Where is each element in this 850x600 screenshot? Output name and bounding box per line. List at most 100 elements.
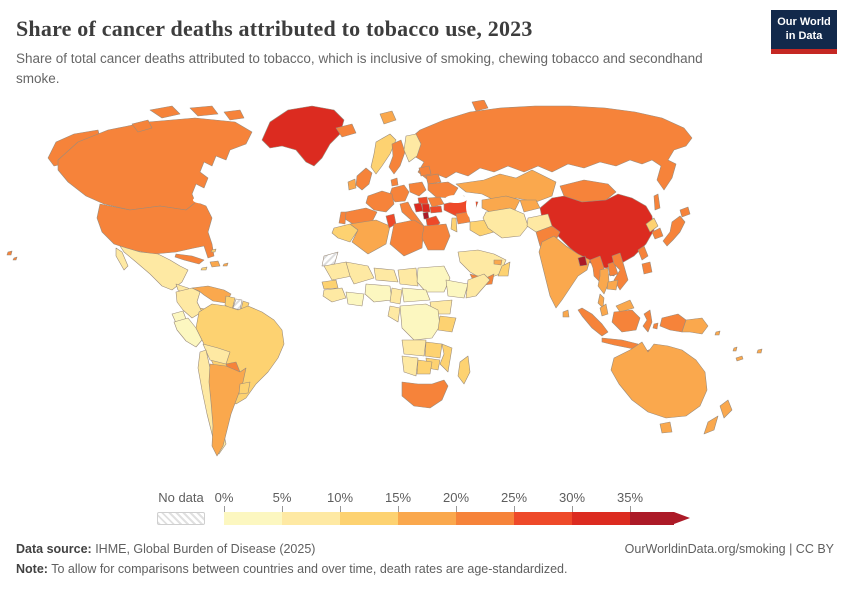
country-south-africa[interactable] xyxy=(401,379,449,409)
country-arctic-island-3[interactable] xyxy=(223,109,245,121)
country-libya[interactable] xyxy=(389,219,425,257)
country-poland[interactable] xyxy=(408,181,427,197)
country-jamaica[interactable] xyxy=(200,266,208,271)
legend-segment-25-30%[interactable] xyxy=(514,512,572,525)
legend-no-data-block[interactable]: No data xyxy=(150,490,212,525)
country-peru[interactable] xyxy=(173,317,203,348)
country-tasmania[interactable] xyxy=(659,421,673,434)
country-bahamas[interactable] xyxy=(210,248,217,253)
country-india[interactable] xyxy=(538,235,591,309)
country-south-korea[interactable] xyxy=(651,227,664,240)
legend-segment-5-10%[interactable] xyxy=(282,512,340,525)
country-ivory-coast-ghana[interactable] xyxy=(345,291,365,307)
country-uruguay[interactable] xyxy=(238,381,251,395)
country-malaysia-borneo[interactable] xyxy=(615,299,635,313)
legend-segment-35%+[interactable] xyxy=(630,512,674,525)
country-borneo[interactable] xyxy=(611,309,641,333)
country-norway[interactable] xyxy=(370,133,397,175)
country-new-zealand-north[interactable] xyxy=(719,399,733,419)
country-zambia[interactable] xyxy=(424,341,443,359)
country-oman[interactable] xyxy=(497,261,511,277)
country-new-zealand-south[interactable] xyxy=(703,415,719,435)
country-car-south-sudan[interactable] xyxy=(401,287,431,303)
country-uae[interactable] xyxy=(493,259,503,266)
country-sri-lanka[interactable] xyxy=(562,309,570,318)
country-drc[interactable] xyxy=(399,303,441,341)
country-arctic-island-4[interactable] xyxy=(131,119,153,133)
country-argentina[interactable] xyxy=(208,363,247,457)
country-arctic-island-2[interactable] xyxy=(189,105,219,117)
country-angola[interactable] xyxy=(401,339,427,357)
country-denmark[interactable] xyxy=(390,177,399,187)
country-somalia[interactable] xyxy=(465,273,491,299)
country-hawaii-2[interactable] xyxy=(12,256,18,261)
country-canada[interactable] xyxy=(57,117,253,211)
country-sudan[interactable] xyxy=(416,265,451,293)
country-kyrgyzstan-tajikistan[interactable] xyxy=(519,199,541,213)
world-map[interactable] xyxy=(0,100,850,490)
legend-segment-0-5%[interactable] xyxy=(224,512,282,525)
legend-segment-30-35%[interactable] xyxy=(572,512,630,525)
country-iran[interactable] xyxy=(482,207,529,239)
country-namibia[interactable] xyxy=(401,355,419,377)
country-niger[interactable] xyxy=(373,267,399,283)
country-arctic-island-1[interactable] xyxy=(149,105,181,119)
legend-segment-20-25%[interactable] xyxy=(456,512,514,525)
country-west-papua[interactable] xyxy=(659,313,687,333)
country-portugal[interactable] xyxy=(338,211,347,225)
country-cameroon[interactable] xyxy=(389,287,403,305)
country-senegal[interactable] xyxy=(321,279,339,290)
country-mali[interactable] xyxy=(345,261,375,285)
country-croatia-bosnia[interactable] xyxy=(413,202,424,213)
country-philippines-mindanao[interactable] xyxy=(641,261,653,275)
country-kazakhstan[interactable] xyxy=(455,169,557,203)
country-france[interactable] xyxy=(365,190,395,213)
country-vanuatu[interactable] xyxy=(732,346,738,352)
country-belarus[interactable] xyxy=(425,173,442,185)
country-nigeria[interactable] xyxy=(364,283,393,303)
legend-no-data-swatch[interactable] xyxy=(157,512,205,525)
country-albania-montenegro[interactable] xyxy=(422,211,430,220)
country-botswana[interactable] xyxy=(416,359,433,375)
country-papua-new-guinea[interactable] xyxy=(681,317,709,335)
country-madagascar[interactable] xyxy=(457,355,471,385)
country-novaya-zemlya[interactable] xyxy=(471,100,489,112)
country-malaysia[interactable] xyxy=(599,303,609,317)
country-egypt[interactable] xyxy=(421,223,451,251)
country-romania[interactable] xyxy=(427,196,445,208)
country-ireland[interactable] xyxy=(347,178,357,191)
country-mozambique[interactable] xyxy=(439,343,453,373)
country-uk[interactable] xyxy=(355,167,373,191)
country-sakhalin[interactable] xyxy=(653,193,661,211)
country-japan-honshu[interactable] xyxy=(662,215,686,247)
country-cambodia[interactable] xyxy=(606,279,619,291)
country-serbia[interactable] xyxy=(421,203,431,213)
country-usa[interactable] xyxy=(96,201,215,259)
country-iceland[interactable] xyxy=(335,123,357,138)
country-algeria[interactable] xyxy=(349,219,391,255)
country-moluccas[interactable] xyxy=(652,322,659,330)
country-russia[interactable] xyxy=(405,105,693,191)
country-new-caledonia[interactable] xyxy=(735,355,744,362)
country-japan-hokkaido[interactable] xyxy=(679,206,691,218)
country-bangladesh[interactable] xyxy=(577,255,588,267)
country-tanzania[interactable] xyxy=(437,315,457,333)
legend-segment-10-15%[interactable] xyxy=(340,512,398,525)
country-australia[interactable] xyxy=(610,341,708,419)
country-thailand[interactable] xyxy=(597,267,610,295)
country-levant[interactable] xyxy=(450,217,458,233)
country-solomon-islands[interactable] xyxy=(714,330,721,336)
country-bulgaria[interactable] xyxy=(429,205,443,214)
country-sweden[interactable] xyxy=(388,139,406,175)
country-mexico[interactable] xyxy=(119,245,189,291)
country-puerto-rico[interactable] xyxy=(222,262,229,267)
owid-logo[interactable]: Our World in Data xyxy=(771,10,837,54)
country-china[interactable] xyxy=(539,193,655,269)
country-greenland[interactable] xyxy=(261,105,345,167)
country-hawaii-1[interactable] xyxy=(6,250,13,256)
country-mexico-baja[interactable] xyxy=(115,247,129,271)
country-bolivia[interactable] xyxy=(202,343,231,365)
country-finland[interactable] xyxy=(403,133,422,163)
country-baltics[interactable] xyxy=(418,165,432,177)
legend-segment-15-20%[interactable] xyxy=(398,512,456,525)
